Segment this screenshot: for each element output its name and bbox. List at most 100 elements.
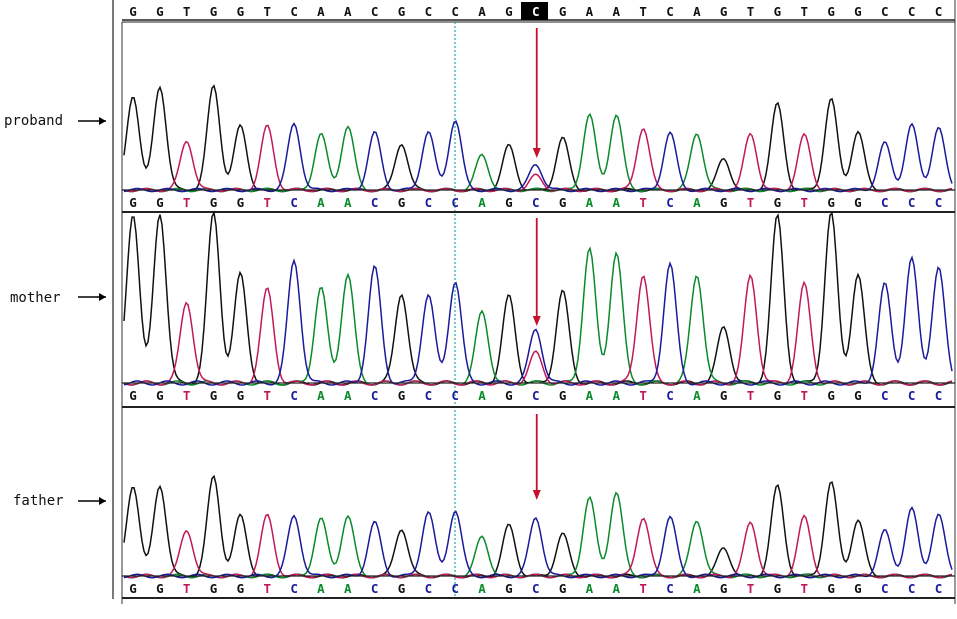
base-call: C: [666, 581, 674, 596]
ref-base: G: [559, 4, 567, 19]
base-call: C: [532, 581, 540, 596]
base-call: C: [532, 388, 540, 403]
base-call: T: [639, 581, 647, 596]
ref-base: G: [505, 4, 513, 19]
base-call: A: [478, 195, 486, 210]
ref-base: G: [854, 4, 862, 19]
ref-base: A: [317, 4, 325, 19]
ref-base: G: [237, 4, 245, 19]
base-call: A: [613, 581, 621, 596]
ref-base: T: [263, 4, 271, 19]
base-call: C: [371, 195, 379, 210]
panel-frame: [112, 0, 956, 604]
base-call: C: [666, 388, 674, 403]
base-call: T: [800, 581, 808, 596]
trace-C-father: [123, 506, 953, 579]
ref-base: G: [720, 4, 728, 19]
base-call: C: [425, 581, 433, 596]
base-call: G: [854, 195, 862, 210]
ref-base: C: [881, 4, 889, 19]
base-call: C: [290, 388, 298, 403]
base-call: G: [854, 581, 862, 596]
base-call: G: [827, 388, 835, 403]
base-call: G: [559, 195, 567, 210]
ref-base: A: [613, 4, 621, 19]
ref-base: C: [290, 4, 298, 19]
base-call: G: [854, 388, 862, 403]
base-call: G: [827, 195, 835, 210]
base-call: C: [908, 388, 916, 403]
ref-base: T: [639, 4, 647, 19]
track-label-father: father: [13, 493, 106, 509]
base-call: T: [800, 195, 808, 210]
ref-base: T: [747, 4, 755, 19]
base-call: C: [425, 195, 433, 210]
base-call: C: [881, 388, 889, 403]
variant-arrow-icon: [532, 414, 541, 500]
base-call: A: [317, 195, 325, 210]
trace-C-proband: [123, 120, 953, 193]
base-call: G: [210, 195, 218, 210]
base-call: C: [908, 581, 916, 596]
base-call: C: [451, 388, 459, 403]
base-call: A: [478, 388, 486, 403]
ref-base: G: [129, 4, 137, 19]
base-call: T: [263, 195, 271, 210]
base-call: C: [290, 581, 298, 596]
track-label-mother: mother: [10, 290, 106, 306]
ref-base: C: [371, 4, 379, 19]
ref-base: A: [344, 4, 352, 19]
trace-A-father: [123, 491, 953, 579]
base-call: A: [586, 581, 594, 596]
base-call: C: [935, 195, 943, 210]
base-call: G: [237, 388, 245, 403]
base-call: G: [720, 581, 728, 596]
trace-G-mother: [123, 210, 953, 386]
base-call: G: [559, 581, 567, 596]
ref-base: C: [935, 4, 943, 19]
base-call: G: [156, 388, 164, 403]
trace-C-mother: [123, 255, 953, 386]
base-call: T: [183, 195, 191, 210]
base-call: C: [532, 195, 540, 210]
base-call: T: [747, 581, 755, 596]
base-call: G: [559, 388, 567, 403]
highlighted-base-box: [521, 2, 548, 20]
base-call: T: [263, 388, 271, 403]
base-call: T: [747, 195, 755, 210]
base-call: C: [451, 581, 459, 596]
base-call: T: [263, 581, 271, 596]
ref-base: G: [156, 4, 164, 19]
trace-T-proband: [123, 124, 953, 193]
trace-T-mother: [123, 273, 953, 386]
arrow-right-icon: [78, 293, 106, 301]
base-call: A: [317, 581, 325, 596]
base-call: T: [183, 388, 191, 403]
base-call: G: [129, 388, 137, 403]
base-call: C: [371, 388, 379, 403]
ref-base: T: [183, 4, 191, 19]
base-call: A: [693, 195, 701, 210]
ref-base: G: [774, 4, 782, 19]
track-label-father-text: father: [13, 493, 64, 509]
ref-base: A: [693, 4, 701, 19]
base-call: G: [129, 581, 137, 596]
ref-base: C: [451, 4, 459, 19]
base-call: G: [210, 581, 218, 596]
base-call: A: [613, 388, 621, 403]
base-call: A: [586, 388, 594, 403]
base-call: T: [639, 388, 647, 403]
base-call: A: [344, 581, 352, 596]
ref-base: A: [478, 4, 486, 19]
base-call: A: [344, 388, 352, 403]
base-call: G: [774, 388, 782, 403]
base-call: A: [478, 581, 486, 596]
base-call: C: [881, 581, 889, 596]
base-call: G: [720, 388, 728, 403]
ref-base: G: [827, 4, 835, 19]
